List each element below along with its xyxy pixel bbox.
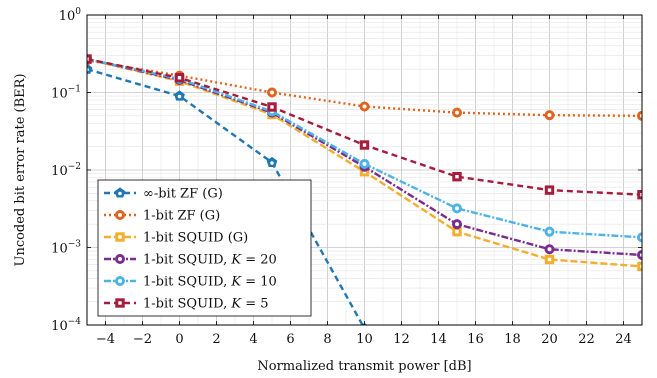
legend-item-5: 1-bit SQUID, K = 10 [104,275,277,290]
x-tick-label: 18 [504,332,521,347]
legend-item-4: 1-bit SQUID, K = 20 [104,253,277,268]
series-2-point-center [547,113,552,118]
legend-label: 1-bit SQUID, K = 20 [143,253,277,268]
legend: ∞-bit ZF (G) 1-bit ZF (G) 1-bit SQUID (G) 1… [97,179,312,317]
series-5-point [637,232,642,243]
x-tick-label: 10 [356,332,373,347]
series-6-point-center [455,174,459,179]
legend-label: ∞-bit ZF (G) [143,187,223,202]
x-tick-label: 22 [578,332,595,347]
series-6-point-center [640,193,642,197]
legend-label: 1-bit SQUID, K = 5 [143,297,269,312]
series-1-point-center [177,94,182,99]
series-1-line [87,68,364,325]
series-layer [87,54,642,331]
legend-swatch-marker-center [118,257,122,261]
legend-swatch-marker-center [118,301,122,305]
series-2-point [637,110,642,121]
axis-ticks [87,14,642,326]
series-6-point-center [87,57,89,61]
series-3-point-center [455,229,459,234]
series-6-point-center [270,105,274,109]
series-2-point-center [362,104,367,109]
x-tick-label: 16 [467,332,484,347]
legend-swatch-marker-center [118,191,122,196]
legend-label: 1-bit SQUID (G) [143,231,248,246]
series-1-point-center [363,327,367,331]
series-5-point-center [362,161,367,166]
x-axis-label: Normalized transmit power [dB] [257,359,471,374]
series-6 [87,54,642,200]
y-tick-label: 10−4 [51,317,81,334]
legend-swatch-marker-center [118,235,122,239]
y-tick-labels: 10−4 10−3 10−2 10−1 100 [51,7,81,334]
legend-item-2: 1-bit ZF (G) [104,209,220,224]
y-tick-label: 10−2 [51,162,81,179]
x-tick-label: −4 [96,332,115,347]
legend-item-3: 1-bit SQUID (G) [104,231,248,246]
y-tick-label: 10−1 [51,85,81,102]
x-tick-label: 0 [175,332,183,347]
x-tick-label: 20 [541,332,558,347]
x-tick-label: 2 [212,332,220,347]
x-tick-label: 6 [286,332,294,347]
x-tick-labels: −4 −2 0 2 4 6 8 10 12 14 16 18 20 22 24 [96,332,632,347]
series-6-point-center [177,76,182,80]
series-4-point [637,250,642,261]
x-tick-label: 14 [430,332,447,347]
series-2-point-center [455,110,459,115]
x-tick-label: 8 [323,332,331,347]
series-1-point-center [270,161,274,165]
series-6-point-center [547,188,552,192]
legend-swatch-marker-center [118,213,122,217]
y-tick-label: 10−3 [51,240,81,257]
legend-swatch-marker-center [118,279,122,283]
x-tick-label: 4 [249,332,257,347]
series-4-point-center [455,222,459,227]
x-tick-label: 12 [393,332,410,347]
series-3-point-center [640,264,642,269]
series-4-point-center [547,247,552,252]
y-axis-label: Uncoded bit error rate (BER) [13,73,28,266]
y-tick-label: 100 [59,7,82,24]
legend-label: 1-bit ZF (G) [143,209,220,224]
x-tick-label: −2 [133,332,152,347]
legend-box [97,179,312,317]
legend-item-1: ∞-bit ZF (G) [104,187,223,202]
series-3-point-center [547,257,552,262]
series-1 [87,63,368,331]
series-2-point-center [270,90,274,95]
legend-label: 1-bit SQUID, K = 10 [143,275,277,290]
x-tick-label: 24 [615,332,632,347]
legend-item-6: 1-bit SQUID, K = 5 [104,297,269,312]
series-5-point-center [547,229,552,234]
series-6-point-center [362,143,367,147]
series-5-point-center [455,206,459,211]
